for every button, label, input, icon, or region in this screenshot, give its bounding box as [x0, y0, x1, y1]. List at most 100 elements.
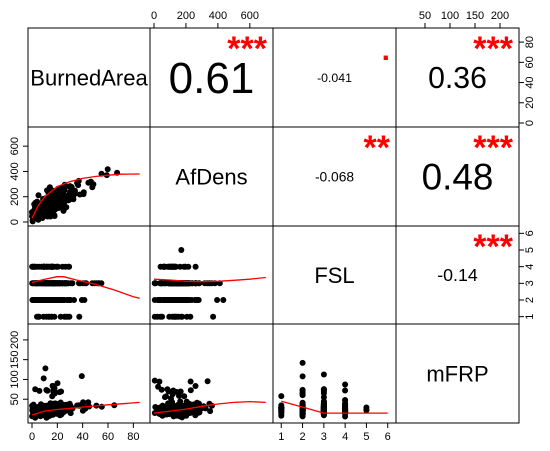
scatter-point — [342, 387, 349, 394]
scatter-point — [65, 263, 72, 270]
scatter-panel-mfrp-vs-burnedarea — [29, 365, 140, 421]
scatter-point — [188, 297, 195, 303]
scatter-point — [63, 313, 69, 320]
smooth-line — [31, 401, 140, 416]
scatter-point — [38, 200, 45, 207]
x-tick-label: 100 — [441, 10, 459, 22]
scatter-point — [320, 371, 327, 378]
x-tick-label: 400 — [209, 10, 227, 22]
y-tick-label: 0 — [9, 219, 21, 225]
scatter-point — [299, 410, 306, 416]
scatter-point — [187, 313, 194, 320]
y-tick-label: 6 — [524, 230, 536, 236]
scatter-point — [299, 373, 306, 380]
y-tick-label: 0 — [524, 120, 536, 126]
scatter-point — [31, 297, 38, 303]
scatter-point — [49, 210, 55, 217]
smooth-line — [31, 276, 140, 299]
scatter-point — [152, 404, 159, 410]
significance-stars: *** — [473, 129, 513, 167]
y-tick-label: 50 — [9, 393, 21, 405]
x-tick-label: 0 — [29, 431, 35, 443]
scatter-point — [57, 194, 64, 201]
scatter-point — [54, 380, 61, 387]
y-tick-label: 60 — [524, 56, 536, 68]
scatter-point — [194, 297, 201, 303]
panel-frame-2-0 — [27, 225, 151, 325]
var-label-mfrp: mFRP — [426, 362, 488, 387]
var-label-fsl: FSL — [314, 263, 354, 288]
scatter-point — [192, 383, 199, 389]
scatter-point — [68, 186, 75, 193]
scatter-point — [62, 401, 69, 408]
y-tick-label: 100 — [9, 370, 21, 388]
smooth-line — [153, 276, 266, 283]
scatter-point — [62, 280, 69, 287]
scatter-point — [161, 280, 168, 287]
scatter-point — [167, 280, 174, 287]
scatter-point — [41, 206, 48, 213]
x-tick-label: 3 — [321, 431, 327, 443]
scatter-point — [71, 297, 77, 303]
scatter-point — [43, 263, 50, 270]
scatter-point — [190, 409, 197, 415]
scatter-point — [53, 263, 60, 270]
scatter-point — [104, 166, 111, 173]
scatter-point — [111, 402, 118, 409]
y-tick-label: 4 — [524, 264, 536, 270]
smooth-line — [281, 400, 388, 414]
scatter-point — [299, 359, 306, 366]
corr-value: -0.14 — [437, 265, 478, 285]
scatter-point — [43, 313, 50, 320]
scatter-point — [320, 386, 327, 393]
scatter-point — [156, 378, 163, 385]
scatter-point — [56, 204, 63, 211]
scatter-point — [210, 313, 217, 320]
y-tick-label: 200 — [9, 188, 21, 206]
scatter-point — [180, 263, 187, 270]
scatter-point — [63, 194, 70, 201]
scatter-point — [36, 263, 43, 270]
scatter-point — [183, 297, 190, 303]
scatter-point — [178, 247, 185, 253]
y-tick-label: 150 — [9, 350, 21, 368]
scatter-point — [30, 406, 37, 412]
scatter-point — [151, 297, 158, 303]
corr-value: 0.48 — [422, 156, 494, 197]
scatter-point — [156, 280, 163, 287]
scatter-point — [187, 387, 194, 394]
scatter-point — [49, 205, 56, 212]
scatter-point — [98, 280, 105, 287]
corr-value: -0.068 — [315, 169, 354, 184]
scatter-point — [151, 280, 158, 287]
scatter-point — [159, 313, 166, 320]
scatter-point — [35, 192, 42, 199]
scatter-point — [85, 179, 92, 186]
scatter-point — [36, 313, 43, 320]
y-tick-label: 200 — [9, 331, 21, 349]
scatter-point — [79, 407, 86, 414]
scatter-point — [163, 393, 169, 400]
scatter-point — [278, 393, 285, 400]
y-tick-label: 40 — [524, 76, 536, 88]
x-tick-label: 5 — [363, 431, 369, 443]
panel-frame-3-3 — [395, 323, 520, 424]
scatter-point — [187, 378, 194, 385]
scatter-point — [165, 388, 172, 395]
scatter-point — [342, 381, 349, 388]
scatter-panel-mfrp-vs-afdens — [151, 377, 266, 421]
scatter-point — [220, 297, 227, 303]
significance-stars: . — [382, 34, 390, 67]
scatter-point — [342, 400, 349, 407]
scatter-point — [31, 263, 38, 270]
scatter-point — [48, 263, 55, 270]
scatter-point — [160, 263, 167, 270]
scatter-point — [43, 280, 50, 287]
x-tick-label: 1 — [278, 431, 284, 443]
scatter-panel-afdens-vs-burnedarea — [29, 166, 140, 225]
scatter-point — [43, 387, 50, 393]
smooth-line — [31, 173, 140, 219]
scatter-point — [40, 375, 47, 382]
